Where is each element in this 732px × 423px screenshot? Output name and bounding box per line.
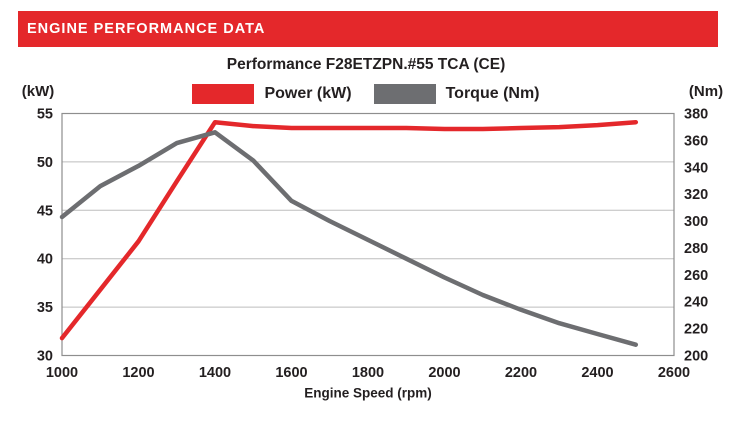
- y-right-tick-label: 360: [684, 133, 708, 149]
- power-line: [59, 119, 639, 341]
- legend-item-power: Power (kW): [192, 84, 352, 104]
- y-right-tick-label: 340: [684, 160, 708, 176]
- y-right-tick-label: 220: [684, 322, 708, 338]
- torque-legend-label: Torque (Nm): [445, 85, 540, 102]
- chart-legend: Power (kW) Torque (Nm): [0, 84, 732, 104]
- x-tick-label: 2600: [658, 365, 690, 381]
- plot-border: [61, 112, 675, 357]
- y-left-tick-label: 50: [37, 155, 53, 171]
- y-left-unit-label: (kW): [22, 83, 55, 100]
- y-left-tick-label: 35: [37, 300, 53, 316]
- x-tick-label: 2000: [428, 365, 460, 381]
- plot-svg: (kW) (Nm) 30 35 40 45 50 55 200 220 240 260 280 300 32…: [22, 83, 723, 401]
- y-left-tick-label: 45: [37, 203, 53, 219]
- y-right-tick-label: 300: [684, 214, 708, 230]
- legend-item-torque: Torque (Nm): [373, 84, 540, 104]
- y-right-tick-label: 260: [684, 268, 708, 284]
- y-left-tick-label: 55: [37, 107, 53, 123]
- y-left-tick-label: 30: [37, 349, 53, 365]
- x-tick-label: 1000: [46, 365, 78, 381]
- y-left-tick-label: 40: [37, 252, 53, 268]
- header-title: ENGINE PERFORMANCE DATA: [27, 21, 266, 37]
- y-right-tick-label: 280: [684, 241, 708, 257]
- x-axis-label: Engine Speed (rpm): [304, 386, 432, 401]
- chart-title: Performance F28ETZPN.#55 TCA (CE): [226, 56, 506, 73]
- x-tick-label: 1800: [352, 365, 384, 381]
- header-banner: ENGINE PERFORMANCE DATA: [18, 11, 718, 47]
- x-tick-label: 1200: [122, 365, 154, 381]
- y-right-tick-label: 240: [684, 295, 708, 311]
- x-tick-label: 1400: [199, 365, 231, 381]
- y-right-unit-label: (Nm): [689, 83, 723, 100]
- y-right-tick-label: 380: [684, 107, 708, 123]
- power-legend-label: Power (kW): [264, 85, 352, 102]
- torque-legend-swatch: [373, 84, 436, 104]
- x-tick-label: 2400: [581, 365, 613, 381]
- power-legend-swatch: [192, 84, 255, 104]
- y-right-tick-label: 200: [684, 349, 708, 365]
- x-tick-label: 2200: [505, 365, 537, 381]
- torque-line: [59, 130, 639, 347]
- y-right-tick-label: 320: [684, 187, 708, 203]
- x-tick-label: 1600: [275, 365, 307, 381]
